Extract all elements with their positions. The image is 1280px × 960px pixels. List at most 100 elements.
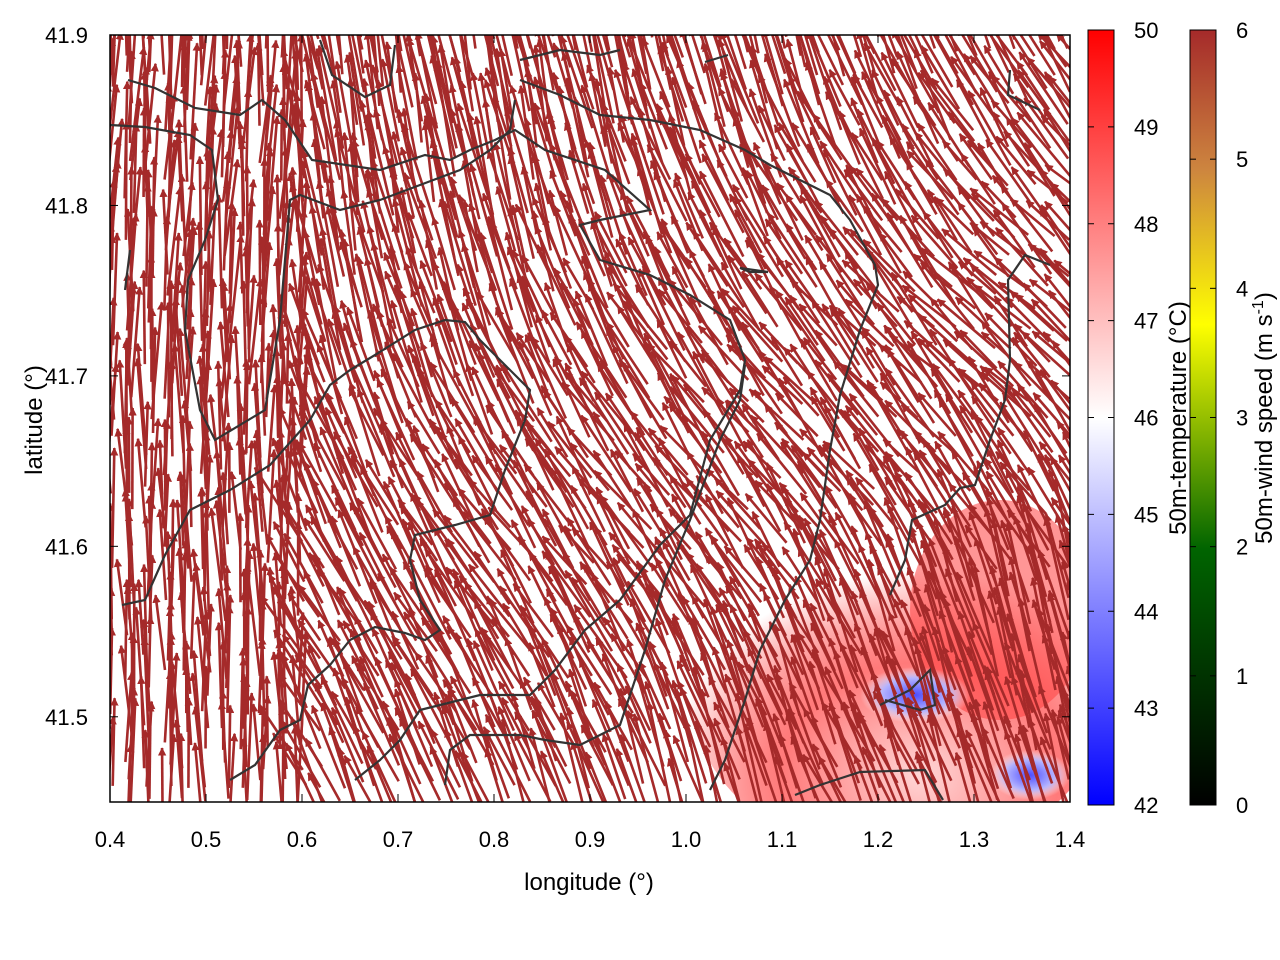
wind-arrow [500,718,525,802]
wind-arrow [376,35,385,87]
wind-arrow [517,340,553,416]
wind-arrow [110,37,117,91]
wind-arrow [256,474,269,545]
wind-arrow [432,508,479,569]
wind-arrow [476,291,519,364]
wind-arrow [438,198,460,277]
wind-arrow [348,198,385,293]
wind-arrow [567,149,590,215]
wind-arrow [539,750,565,802]
wind-arrow [249,703,262,781]
wind-arrow [362,682,401,766]
wind-arrow [491,94,512,200]
wind-arrow [540,637,569,693]
colorbar-tick-label: 3 [1236,406,1248,431]
wind-arrow [126,0,128,32]
wind-arrow [391,352,437,435]
wind-arrow [509,84,536,161]
wind-arrow [243,361,252,454]
wind-arrow [473,550,511,606]
wind-arrow [307,772,326,802]
wind-arrow [315,35,320,40]
wind-arrow [417,720,460,800]
x-tick-label: 1.2 [863,827,894,852]
wind-arrow [251,492,265,600]
colorbar-tick-label: 1 [1236,664,1248,689]
wind-arrow [530,100,556,177]
wind-arrow [446,625,492,695]
wind-arrow [309,35,324,90]
wind-arrow [373,0,384,34]
wind-arrow [460,159,479,240]
wind-arrow [330,706,365,783]
wind-arrow [462,0,492,32]
wind-arrow [452,369,497,455]
wind-arrow [1045,35,1050,39]
colorbar-tick-label: 47 [1134,309,1158,334]
colorbar-tick-label: 50 [1134,18,1158,43]
wind-arrow [311,478,342,549]
wind-arrow [123,341,134,416]
wind-arrow [225,594,235,713]
wind-arrow [271,437,308,532]
wind-arrow [465,363,494,435]
wind-arrow [409,492,453,585]
wind-arrow [278,474,287,561]
wind-arrow [300,257,323,325]
wind-arrow [195,221,204,341]
wind-arrow [102,397,106,507]
wind-arrow [340,189,356,275]
wind-arrow [127,50,136,144]
wind-arrow [110,363,120,449]
wind-arrow [520,608,557,697]
wind-arrow [409,433,460,511]
wind-arrow [405,245,436,314]
wind-arrow [549,169,577,237]
wind-arrow [447,690,478,764]
wind-arrow [516,274,551,364]
wind-arrow [208,126,218,216]
wind-arrow [536,640,571,726]
wind-arrow [243,563,262,677]
wind-arrow [315,180,340,287]
wind-arrow [531,709,569,802]
colorbar-tick-label: 48 [1134,212,1158,237]
wind-arrow [498,444,548,508]
wind-arrow [139,269,148,365]
colorbar-tick-label: 4 [1236,276,1248,301]
x-tick-label: 0.6 [287,827,318,852]
wind-arrow [401,122,436,221]
wind-arrow [383,0,402,31]
wind-arrow [338,228,364,343]
wind-arrow [268,0,277,32]
wind-arrow [432,297,458,365]
wind-arrow [472,640,516,732]
wind-arrow [650,35,654,38]
wind-arrow [381,700,422,785]
x-tick-label: 0.4 [95,827,126,852]
wind-arrow [146,615,155,688]
wind-arrow [133,357,148,470]
wind-arrow [347,35,364,112]
wind-arrow [528,642,556,708]
wind-arrow [279,652,289,729]
wind-arrow [168,733,178,802]
wind-arrow [478,232,514,330]
wind-arrow [940,0,975,31]
wind-arrow [352,724,384,802]
wind-arrow [359,35,363,38]
wind-arrow [399,290,434,398]
wind-arrow [198,35,204,76]
wind-arrow [547,189,569,256]
wind-arrow [304,738,342,802]
wind-arrow [335,35,342,56]
wind-arrow [283,332,293,404]
wind-arrow [266,448,278,563]
wind-arrow [356,388,396,478]
wind-arrow [215,587,228,679]
wind-arrow [514,203,552,275]
wind-arrow [429,745,454,802]
wind-arrow [238,647,247,750]
wind-arrow [342,620,380,677]
wind-arrow [411,72,423,143]
